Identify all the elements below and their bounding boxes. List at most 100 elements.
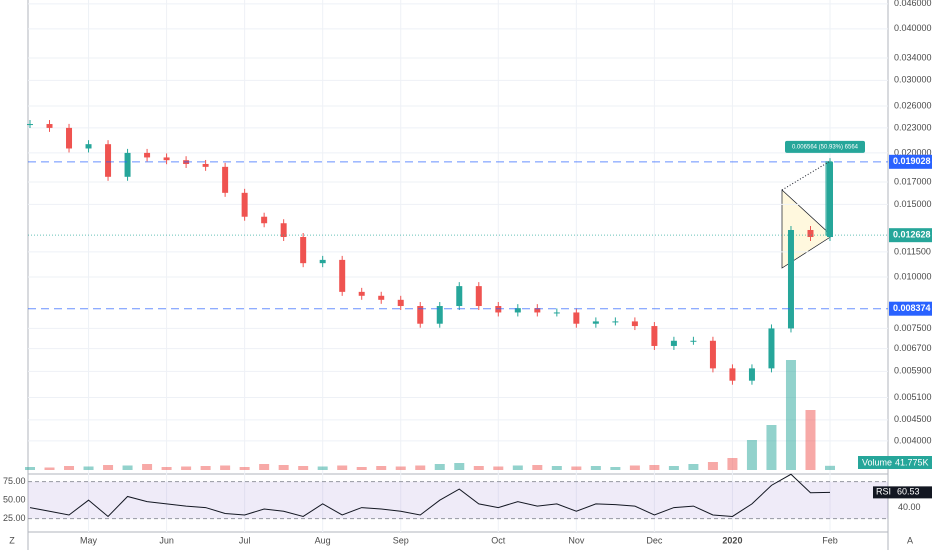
y-tick-label: 0.015000 bbox=[894, 199, 932, 209]
y-tick-label: 0.020000 bbox=[894, 147, 932, 157]
volume-readout-box bbox=[858, 456, 932, 469]
rsi-name: RSI bbox=[876, 487, 891, 497]
x-tick-label: Jul bbox=[239, 535, 251, 545]
x-tick-label: May bbox=[80, 535, 98, 545]
y-tick-label: 0.010000 bbox=[894, 271, 932, 281]
volume-bar bbox=[825, 465, 835, 470]
volume-bar bbox=[473, 466, 484, 470]
candle bbox=[748, 368, 755, 381]
measure-label: 0.006564 (50.93%) 6564 bbox=[792, 144, 859, 150]
volume-bar bbox=[629, 465, 640, 470]
y-tick-label: 0.005100 bbox=[894, 392, 932, 402]
candle bbox=[768, 328, 775, 369]
candle bbox=[534, 308, 541, 313]
volume-bar bbox=[239, 467, 250, 470]
candle bbox=[85, 144, 92, 149]
x-tick-label: Nov bbox=[568, 535, 585, 545]
volume-bar bbox=[434, 464, 445, 470]
candle bbox=[280, 223, 287, 238]
price-label-box bbox=[889, 228, 932, 243]
candle bbox=[495, 306, 502, 313]
volume-bar bbox=[142, 464, 153, 470]
y-tick-label: 0.026000 bbox=[894, 100, 932, 110]
candle bbox=[261, 216, 268, 224]
rsi-right-tick: 40.00 bbox=[898, 502, 921, 512]
candle bbox=[241, 192, 248, 217]
volume-bar bbox=[161, 467, 172, 470]
candle bbox=[319, 259, 326, 264]
candle bbox=[690, 340, 697, 342]
y-tick-label: 0.017000 bbox=[894, 176, 932, 186]
price-label-box bbox=[889, 301, 932, 316]
price-label: 0.008374 bbox=[893, 303, 931, 313]
candle bbox=[456, 286, 463, 307]
candle bbox=[709, 340, 716, 369]
volume-bar bbox=[181, 466, 192, 470]
candle bbox=[651, 326, 658, 346]
volume-bar bbox=[512, 465, 523, 470]
candle bbox=[436, 306, 443, 324]
candle bbox=[339, 259, 346, 292]
price-label: 0.019028 bbox=[893, 156, 931, 166]
candle bbox=[729, 368, 736, 381]
y-tick-label: 0.005900 bbox=[894, 366, 932, 376]
volume-bar bbox=[454, 463, 465, 470]
rsi-tick-label: 50.00 bbox=[3, 495, 26, 505]
candle bbox=[514, 308, 521, 313]
volume-bar bbox=[551, 466, 562, 470]
candle bbox=[358, 291, 365, 296]
candle bbox=[46, 124, 53, 128]
volume-bar bbox=[590, 466, 601, 470]
candle bbox=[670, 340, 677, 346]
volume-bar bbox=[122, 465, 133, 470]
volume-bar bbox=[766, 425, 777, 470]
volume-bar bbox=[103, 465, 114, 470]
y-tick-label: 0.040000 bbox=[894, 23, 932, 33]
candle bbox=[787, 229, 794, 329]
volume-bar bbox=[356, 467, 367, 470]
y-tick-label: 0.030000 bbox=[894, 75, 932, 85]
x-tick-label: Jun bbox=[159, 535, 174, 545]
candle bbox=[592, 321, 599, 324]
corner-label: Z bbox=[9, 535, 15, 545]
volume-bar bbox=[493, 466, 504, 470]
x-tick-label: Feb bbox=[822, 535, 838, 545]
volume-bar bbox=[805, 410, 816, 470]
candle bbox=[807, 229, 814, 238]
measure-bar bbox=[825, 161, 833, 236]
candle bbox=[27, 124, 33, 126]
volume-bar bbox=[571, 466, 582, 470]
x-tick-label: Aug bbox=[315, 535, 331, 545]
y-tick-label: 0.006700 bbox=[894, 343, 932, 353]
price-label-box bbox=[889, 154, 932, 169]
candle bbox=[475, 286, 482, 307]
corner-label: A bbox=[907, 535, 913, 545]
candle bbox=[417, 306, 424, 324]
volume-name: Volume bbox=[862, 457, 892, 467]
candle bbox=[163, 157, 170, 161]
volume-bar bbox=[298, 466, 309, 470]
x-tick-label: Dec bbox=[646, 535, 663, 545]
y-tick-label: 0.011500 bbox=[894, 246, 931, 256]
volume-bar bbox=[64, 466, 75, 470]
measure-box bbox=[785, 140, 865, 153]
candle bbox=[202, 163, 209, 167]
candle bbox=[397, 299, 404, 307]
volume-bar bbox=[785, 360, 796, 470]
x-tick-label: 2020 bbox=[722, 535, 742, 545]
rsi-tick-label: 75.00 bbox=[3, 476, 26, 486]
candle bbox=[300, 237, 307, 264]
candle bbox=[553, 312, 560, 314]
candle bbox=[66, 127, 73, 149]
candle bbox=[573, 312, 580, 324]
volume-bar bbox=[317, 466, 328, 470]
rsi-value: 60.53 bbox=[897, 487, 920, 497]
volume-bar bbox=[220, 465, 231, 470]
y-tick-label: 0.004500 bbox=[894, 414, 932, 424]
volume-value: 41.775K bbox=[895, 457, 929, 467]
candle bbox=[144, 152, 151, 158]
volume-bar bbox=[668, 466, 679, 470]
y-tick-label: 0.046000 bbox=[894, 0, 932, 8]
